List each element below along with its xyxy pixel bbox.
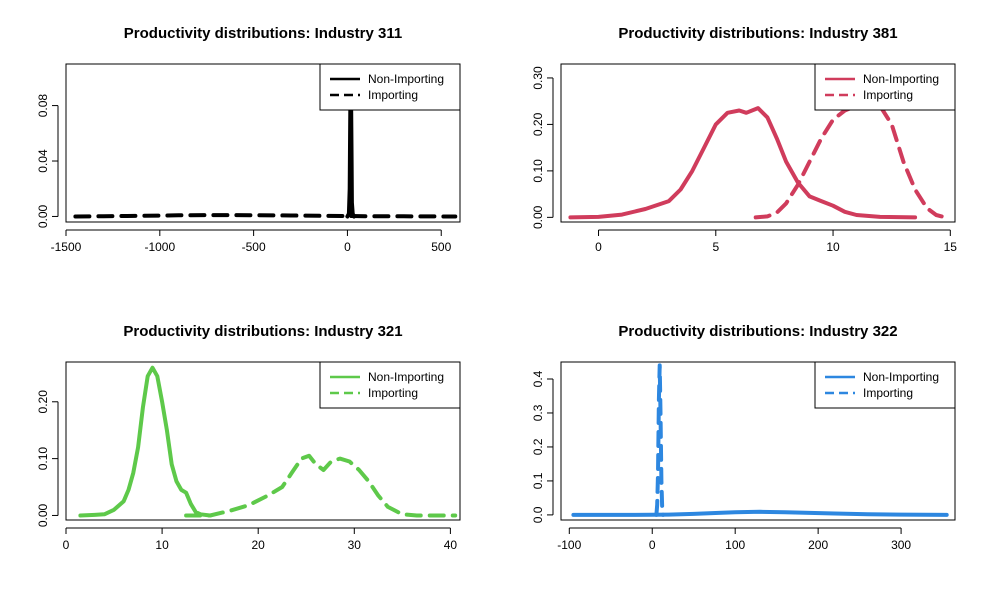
x-tick-label: -1000 bbox=[144, 240, 175, 254]
x-tick-label: 300 bbox=[891, 538, 911, 552]
legend-box bbox=[814, 63, 956, 111]
legend-label: Importing bbox=[863, 88, 913, 102]
chart-title: Productivity distributions: Industry 322 bbox=[618, 323, 897, 340]
y-tick-label: 0.0 bbox=[531, 506, 545, 523]
chart-title: Productivity distributions: Industry 321 bbox=[123, 323, 402, 340]
y-tick-label: 0.1 bbox=[531, 472, 545, 489]
legend-label: Non-Importing bbox=[368, 72, 444, 86]
y-tick-label: 0.08 bbox=[36, 94, 50, 118]
y-tick-label: 0.3 bbox=[531, 404, 545, 421]
series-line-non-importing bbox=[568, 106, 918, 220]
y-tick-label: 0.10 bbox=[36, 447, 50, 471]
x-tick-label: 0 bbox=[63, 538, 70, 552]
x-tick-label: 500 bbox=[431, 240, 451, 254]
chart-panel-2: Productivity distributions: Industry 381… bbox=[531, 25, 957, 254]
plot-frame bbox=[560, 63, 956, 223]
x-tick-label: 0 bbox=[595, 240, 602, 254]
x-tick-label: -1500 bbox=[51, 240, 82, 254]
legend-label: Importing bbox=[368, 88, 418, 102]
series-line-importing bbox=[654, 363, 665, 517]
series-line-importing bbox=[184, 453, 458, 518]
x-tick-label: 10 bbox=[155, 538, 169, 552]
y-tick-label: 0.20 bbox=[531, 112, 545, 136]
x-tick-label: 10 bbox=[826, 240, 840, 254]
chart-panel-3: Productivity distributions: Industry 321… bbox=[36, 323, 461, 552]
y-tick-label: 0.20 bbox=[36, 390, 50, 414]
legend-label: Importing bbox=[368, 386, 418, 400]
x-tick-label: 0 bbox=[649, 538, 656, 552]
x-tick-label: 40 bbox=[444, 538, 458, 552]
legend-label: Non-Importing bbox=[863, 370, 939, 384]
legend-box bbox=[319, 361, 461, 409]
y-tick-label: 0.30 bbox=[531, 66, 545, 90]
x-tick-label: 0 bbox=[344, 240, 351, 254]
x-tick-label: 20 bbox=[252, 538, 266, 552]
x-tick-label: 200 bbox=[808, 538, 828, 552]
y-tick-label: 0.00 bbox=[531, 205, 545, 229]
plot-frame bbox=[65, 361, 461, 521]
chart-panel-1: Productivity distributions: Industry 311… bbox=[36, 25, 461, 254]
x-tick-label: -100 bbox=[557, 538, 581, 552]
y-tick-label: 0.4 bbox=[531, 370, 545, 387]
x-tick-label: 30 bbox=[348, 538, 362, 552]
y-tick-label: 0.04 bbox=[36, 149, 50, 173]
legend-label: Non-Importing bbox=[368, 370, 444, 384]
x-tick-label: 100 bbox=[725, 538, 745, 552]
y-tick-label: 0.00 bbox=[36, 503, 50, 527]
legend-label: Importing bbox=[863, 386, 913, 400]
legend-label: Non-Importing bbox=[863, 72, 939, 86]
series-line-importing bbox=[73, 213, 458, 219]
plot-frame bbox=[65, 63, 461, 223]
y-tick-label: 0.2 bbox=[531, 438, 545, 455]
plot-frame bbox=[560, 361, 956, 521]
chart-title: Productivity distributions: Industry 381 bbox=[618, 25, 897, 42]
x-tick-label: 5 bbox=[712, 240, 719, 254]
chart-title: Productivity distributions: Industry 311 bbox=[124, 25, 402, 42]
x-tick-label: -500 bbox=[242, 240, 266, 254]
y-tick-label: 0.00 bbox=[36, 204, 50, 228]
legend-box bbox=[319, 63, 461, 111]
chart-panel-4: Productivity distributions: Industry 322… bbox=[531, 323, 956, 552]
series-line-non-importing bbox=[78, 365, 213, 518]
series-line-non-importing bbox=[571, 509, 949, 517]
legend-box bbox=[814, 361, 956, 409]
x-tick-label: 15 bbox=[944, 240, 958, 254]
y-tick-label: 0.10 bbox=[531, 159, 545, 183]
